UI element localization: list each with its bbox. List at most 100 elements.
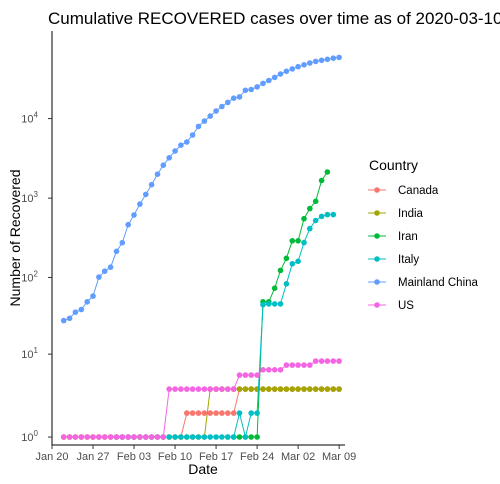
- data-point-us: [172, 386, 178, 392]
- data-point-us: [243, 372, 249, 378]
- y-tick-base: 10: [21, 432, 33, 444]
- data-point-iran: [319, 178, 325, 184]
- data-point-mainland-china: [301, 62, 307, 68]
- data-point-mainland-china: [120, 240, 126, 246]
- data-point-iran: [313, 199, 319, 205]
- data-point-italy: [231, 434, 237, 440]
- data-point-italy: [202, 434, 208, 440]
- data-point-mainland-china: [325, 57, 331, 63]
- data-point-us: [325, 358, 331, 364]
- data-point-italy: [184, 434, 190, 440]
- data-point-iran: [290, 238, 296, 244]
- data-point-italy: [166, 434, 172, 440]
- legend-key-point: [374, 256, 380, 262]
- data-point-iran: [278, 268, 284, 274]
- legend-label: Iran: [398, 231, 418, 243]
- data-point-italy: [278, 301, 284, 307]
- data-point-mainland-china: [237, 94, 243, 100]
- data-point-mainland-china: [143, 192, 149, 198]
- data-point-us: [336, 358, 342, 364]
- data-point-us: [284, 362, 290, 368]
- data-point-us: [84, 434, 90, 440]
- legend-label: US: [398, 300, 414, 312]
- data-point-us: [196, 386, 202, 392]
- data-point-us: [202, 386, 208, 392]
- data-point-mainland-china: [272, 75, 278, 81]
- data-point-canada: [202, 410, 208, 416]
- data-point-mainland-china: [243, 88, 249, 94]
- data-point-mainland-china: [307, 60, 313, 66]
- legend-key-point: [374, 210, 380, 216]
- data-point-iran: [254, 434, 260, 440]
- data-point-us: [120, 434, 126, 440]
- data-point-india: [336, 386, 342, 392]
- x-tick-label: Jan 20: [35, 451, 68, 463]
- y-axis-title: Number of Recovered: [7, 170, 23, 307]
- data-point-italy: [207, 434, 213, 440]
- data-point-italy: [172, 434, 178, 440]
- data-point-us: [272, 367, 278, 373]
- data-point-mainland-china: [207, 113, 213, 119]
- data-point-italy: [196, 434, 202, 440]
- data-point-india: [243, 386, 249, 392]
- data-point-mainland-china: [331, 55, 337, 61]
- data-point-mainland-china: [90, 293, 96, 299]
- legend-key-point: [374, 302, 380, 308]
- data-point-us: [254, 372, 260, 378]
- data-point-india: [237, 386, 243, 392]
- data-point-iran: [301, 216, 307, 222]
- data-point-mainland-china: [125, 222, 131, 228]
- data-point-india: [272, 386, 278, 392]
- data-point-mainland-china: [172, 148, 178, 154]
- data-point-us: [178, 386, 184, 392]
- data-point-canada: [219, 410, 225, 416]
- data-point-mainland-china: [155, 171, 161, 177]
- data-point-us: [295, 362, 301, 368]
- data-point-us: [131, 434, 137, 440]
- data-point-mainland-china: [184, 139, 190, 145]
- data-point-us: [331, 358, 337, 364]
- data-point-canada: [225, 410, 231, 416]
- data-point-iran: [325, 169, 331, 175]
- data-point-us: [161, 434, 167, 440]
- data-point-italy: [254, 410, 260, 416]
- legend-label: Italy: [398, 254, 419, 266]
- data-point-mainland-china: [137, 201, 143, 207]
- data-point-us: [307, 362, 313, 368]
- data-point-italy: [319, 214, 325, 220]
- data-point-mainland-china: [196, 124, 202, 130]
- data-point-india: [313, 386, 319, 392]
- y-tick-exponent: 0: [34, 429, 39, 438]
- data-point-canada: [196, 410, 202, 416]
- data-point-mainland-china: [225, 100, 231, 106]
- y-tick-base: 10: [21, 349, 33, 361]
- legend-label: India: [398, 208, 424, 220]
- data-point-us: [67, 434, 73, 440]
- data-point-mainland-china: [319, 58, 325, 64]
- x-tick-label: Mar 02: [281, 451, 315, 463]
- data-point-mainland-china: [102, 268, 108, 274]
- y-tick-exponent: 1: [34, 346, 39, 355]
- data-point-us: [190, 386, 196, 392]
- data-point-mainland-china: [79, 307, 85, 313]
- x-tick-label: Mar 09: [322, 451, 356, 463]
- x-tick-label: Jan 27: [77, 451, 110, 463]
- data-point-iran: [248, 434, 254, 440]
- data-point-india: [295, 386, 301, 392]
- data-point-us: [90, 434, 96, 440]
- data-point-us: [114, 434, 120, 440]
- data-point-mainland-china: [190, 132, 196, 138]
- data-point-india: [301, 386, 307, 392]
- x-axis-title: Date: [188, 461, 218, 477]
- data-point-italy: [307, 226, 313, 232]
- data-point-us: [73, 434, 79, 440]
- data-point-iran: [307, 206, 313, 212]
- legend-key-point: [374, 233, 380, 239]
- legend-title: Country: [369, 157, 418, 173]
- data-point-us: [213, 386, 219, 392]
- data-point-italy: [248, 410, 254, 416]
- data-point-mainland-china: [231, 95, 237, 101]
- data-point-us: [260, 367, 266, 373]
- data-point-us: [225, 386, 231, 392]
- data-point-canada: [184, 410, 190, 416]
